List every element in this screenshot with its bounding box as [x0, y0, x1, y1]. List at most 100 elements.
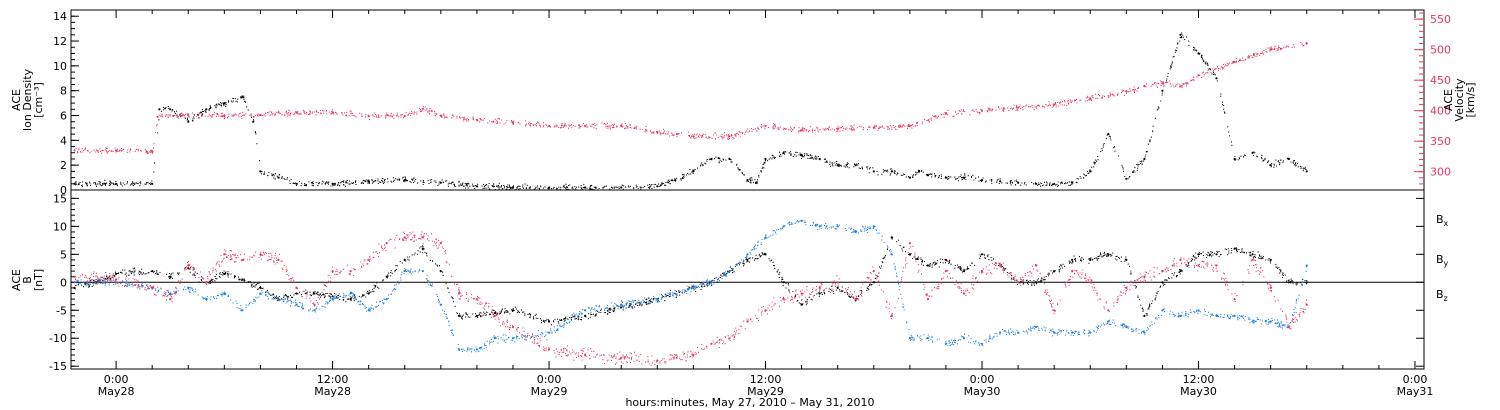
bz-series-point	[421, 236, 424, 239]
x-tick-label-day: May31	[1397, 385, 1434, 398]
velocity-series-cloud	[75, 42, 1307, 155]
bz-series-point	[908, 242, 912, 245]
density-tick-label: 10	[53, 60, 67, 73]
by-series-point	[746, 253, 749, 256]
bx-series-point	[169, 275, 172, 278]
velocity-tick-label: 450	[1430, 74, 1451, 87]
bz-series-cloud	[74, 231, 1308, 366]
velocity-tick-label: 300	[1430, 166, 1451, 179]
velocity-tick-label: 500	[1430, 44, 1451, 57]
bx-series-point	[403, 258, 406, 261]
bx-series-point	[1269, 258, 1272, 261]
bx-series-point	[1161, 281, 1164, 284]
density-tick-label: 2	[60, 159, 67, 172]
bz-series-point	[385, 242, 388, 245]
bx-series-point	[1071, 258, 1074, 261]
by-series-point	[115, 281, 118, 284]
legend-bx: Bx	[1436, 213, 1449, 228]
velocity-series-point	[511, 121, 515, 124]
bz-series-point	[439, 242, 442, 245]
density-axis-title-line: ACE	[10, 89, 23, 111]
legend-bx-sub: x	[1444, 219, 1449, 228]
by-series-point	[349, 292, 352, 295]
bx-series-point	[1143, 314, 1146, 317]
field-tick-label: -10	[49, 332, 67, 345]
velocity-axis-title-line: Velocity	[1453, 78, 1466, 122]
bx-series-point	[151, 270, 154, 273]
velocity-tick-label: 350	[1430, 135, 1451, 148]
by-series-point	[620, 303, 623, 306]
bx-series-point	[1089, 258, 1092, 261]
velocity-series-point	[1017, 106, 1020, 109]
density-series-point	[1269, 164, 1272, 167]
bx-series-point	[1287, 281, 1290, 284]
field-axis-title-line: B	[21, 276, 34, 284]
x-tick-label-day: May28	[314, 385, 351, 398]
field-tick-label: 5	[60, 248, 67, 261]
by-series-point	[367, 309, 370, 312]
velocity-tick-label: 400	[1430, 105, 1451, 118]
density-series-point	[205, 108, 208, 111]
velocity-axis-title: ACEVelocity[km/s]	[1442, 78, 1477, 122]
by-series-point	[1161, 309, 1164, 312]
bx-series-cloud	[74, 236, 1308, 326]
density-axis-title-line: Ion Density	[21, 68, 34, 131]
bx-series-point	[493, 312, 496, 315]
by-series-point	[475, 348, 478, 351]
bz-series-point	[1251, 258, 1254, 261]
bx-series-point	[1305, 281, 1308, 284]
bz-series-point	[259, 253, 262, 256]
field-axis-title-line: ACE	[10, 269, 23, 291]
by-series	[73, 219, 1308, 353]
bx-series-point	[980, 253, 984, 256]
bx-series-point	[1215, 253, 1218, 256]
legend-by: By	[1436, 253, 1449, 268]
bz-series-point	[223, 253, 226, 256]
x-tick-label-day: May30	[964, 385, 1001, 398]
bz-series-point	[1305, 303, 1308, 306]
bx-series-point	[295, 292, 298, 295]
by-series-point	[980, 342, 984, 345]
bz-series-point	[277, 258, 280, 261]
by-series-point	[999, 331, 1002, 334]
velocity-series-point	[548, 124, 551, 127]
field-tick-label: -5	[56, 304, 67, 317]
by-series-point	[1233, 314, 1236, 317]
legend-bx-main: B	[1436, 213, 1444, 226]
field-axis-title: ACEB[nT]	[10, 269, 45, 291]
field-tick-label: 0	[60, 276, 67, 289]
bz-series-point	[620, 356, 623, 359]
bz-series-point	[656, 359, 659, 362]
density-series-point	[1161, 89, 1164, 92]
density-series-point	[1305, 170, 1308, 173]
bz-series-point	[475, 298, 478, 301]
bz-series-point	[818, 286, 821, 289]
velocity-series-point	[1197, 74, 1200, 77]
density-series-point	[656, 185, 659, 188]
bz-series-point	[205, 281, 208, 284]
density-series-point	[158, 108, 161, 111]
velocity-series-point	[728, 135, 731, 138]
bx-series-point	[962, 270, 966, 273]
density-tick-label: 8	[60, 85, 67, 98]
density-tick-label: 6	[60, 110, 67, 123]
density-tick-label: 0	[60, 184, 67, 197]
bz-series-point	[584, 353, 587, 357]
legend-bz-sub: z	[1444, 294, 1448, 303]
bz-series-point	[710, 342, 713, 345]
x-tick-label-time: 0:00	[970, 373, 995, 386]
x-tick-label-time: 12:00	[317, 373, 349, 386]
bottom-panel: -15 -10 -5 0 5 10 15 ACEB[nT]	[10, 189, 1425, 373]
top-panel-frame	[70, 9, 1425, 191]
legend-by-main: B	[1436, 253, 1444, 266]
velocity-series-point	[73, 149, 76, 152]
density-series-point	[1143, 157, 1146, 161]
density-series-cloud	[74, 32, 1307, 191]
x-axis: 0:00May2812:00May280:00May2912:00May290:…	[98, 10, 1434, 398]
field-tick-label: 10	[53, 220, 67, 233]
density-series-point	[1125, 177, 1128, 180]
density-series-point	[1233, 157, 1236, 161]
bz-series-point	[169, 298, 172, 301]
density-series-point	[169, 108, 172, 111]
